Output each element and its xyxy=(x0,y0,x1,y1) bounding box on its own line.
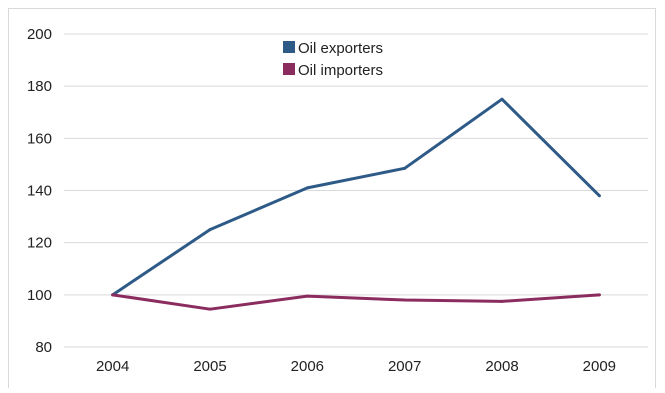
data-point xyxy=(305,186,309,190)
y-tick-label: 160 xyxy=(27,130,52,147)
y-tick-label: 180 xyxy=(27,78,52,95)
data-point xyxy=(403,298,407,302)
data-point xyxy=(597,194,601,198)
series-line-oil-importers xyxy=(111,293,601,311)
gridlines xyxy=(64,33,648,348)
legend-swatch xyxy=(283,41,295,53)
x-tick-label: 2005 xyxy=(193,358,226,375)
x-tick-label: 2008 xyxy=(485,358,518,375)
chart-frame xyxy=(8,8,656,388)
x-tick-label: 2004 xyxy=(96,358,129,375)
series-line-oil-exporters xyxy=(111,97,601,297)
legend-label: Oil exporters xyxy=(298,40,383,57)
x-tick-label: 2009 xyxy=(583,358,616,375)
data-point xyxy=(305,294,309,298)
y-tick-label: 140 xyxy=(27,183,52,200)
y-tick-label: 200 xyxy=(27,26,52,43)
x-tick-label: 2006 xyxy=(291,358,324,375)
series-lines xyxy=(111,97,601,311)
legend-swatch xyxy=(283,63,295,75)
data-point xyxy=(597,293,601,297)
data-point xyxy=(403,166,407,170)
data-point xyxy=(111,293,115,297)
y-tick-label: 80 xyxy=(35,339,52,356)
x-axis-ticks: 2004 2005 2006 2007 2008 2009 xyxy=(96,358,616,375)
y-tick-label: 100 xyxy=(27,287,52,304)
legend-label: Oil importers xyxy=(298,62,383,79)
legend: Oil exporters Oil importers xyxy=(283,40,383,79)
y-tick-label: 120 xyxy=(27,235,52,252)
x-tick-label: 2007 xyxy=(388,358,421,375)
y-axis-ticks: 80 100 120 140 160 180 200 xyxy=(27,26,52,356)
data-point xyxy=(208,228,212,232)
data-point xyxy=(500,97,504,101)
data-point xyxy=(208,307,212,311)
data-point xyxy=(500,299,504,303)
